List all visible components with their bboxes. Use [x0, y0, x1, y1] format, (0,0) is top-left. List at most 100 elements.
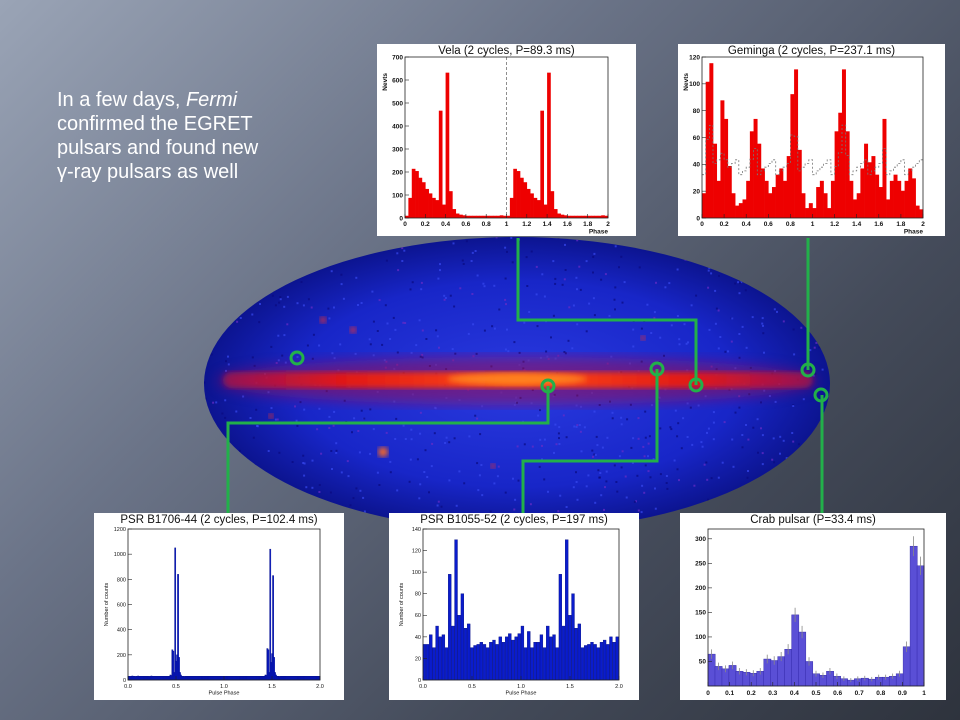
- plot-frame: [707, 528, 925, 687]
- sky-speckle: [471, 251, 474, 254]
- histogram-bar: [542, 647, 547, 681]
- y-tick-label: 0: [418, 678, 421, 684]
- sky-speckle: [514, 498, 517, 501]
- sky-speckle: [760, 427, 762, 430]
- sky-speckle: [302, 304, 305, 307]
- sky-speckle: [493, 327, 496, 330]
- y-tick-label: 150: [695, 610, 706, 617]
- sky-speckle: [504, 491, 507, 494]
- sky-speckle: [563, 278, 566, 281]
- sky-speckle: [426, 476, 429, 478]
- sky-speckle: [338, 247, 341, 250]
- sky-speckle: [804, 495, 807, 497]
- sky-speckle: [774, 242, 777, 245]
- sky-speckle: [583, 426, 586, 429]
- sky-speckle: [526, 285, 529, 287]
- x-axis-label: Phase: [589, 229, 609, 236]
- sky-speckle: [389, 471, 392, 474]
- sky-speckle: [256, 264, 258, 267]
- histogram-bar: [558, 574, 563, 681]
- sky-speckle: [668, 282, 671, 285]
- sky-speckle: [676, 435, 679, 438]
- histogram-bar: [845, 131, 850, 218]
- sky-speckle: [604, 273, 607, 276]
- sky-speckle: [328, 415, 331, 418]
- histogram-bar: [520, 625, 525, 681]
- histogram-bar: [798, 631, 807, 687]
- sky-speckle: [205, 318, 208, 321]
- histogram-bar: [900, 190, 905, 218]
- sky-speckle: [303, 462, 306, 465]
- sky-speckle: [558, 426, 561, 429]
- sky-speckle: [644, 436, 647, 439]
- histogram-bar: [495, 644, 499, 681]
- sky-speckle: [620, 466, 623, 469]
- histogram-bar: [897, 180, 902, 218]
- sky-speckle: [608, 314, 611, 317]
- sky-speckle: [493, 284, 496, 287]
- sky-speckle: [595, 459, 598, 462]
- sky-speckle: [576, 498, 579, 501]
- sky-speckle: [226, 276, 229, 279]
- histogram-bar: [492, 215, 497, 218]
- sky-speckle: [747, 278, 750, 281]
- bright-source: [320, 317, 326, 323]
- sky-speckle: [557, 237, 560, 239]
- sky-speckle: [235, 315, 238, 318]
- sky-speckle: [259, 241, 262, 244]
- sky-speckle: [418, 497, 421, 500]
- sky-speckle: [818, 261, 821, 264]
- sky-speckle: [354, 352, 357, 355]
- sky-speckle: [773, 252, 776, 255]
- histogram-bar: [816, 187, 821, 218]
- sky-speckle: [235, 463, 238, 466]
- y-tick-label: 40: [693, 162, 701, 169]
- histogram-bar: [530, 193, 534, 218]
- histogram-bar: [482, 215, 487, 218]
- histogram-bar: [479, 215, 484, 218]
- sky-speckle: [806, 441, 809, 444]
- histogram-bar: [909, 545, 918, 687]
- sky-speckle: [714, 289, 717, 292]
- sky-speckle: [278, 451, 281, 454]
- histogram-bar: [526, 188, 531, 218]
- chart-title: Vela (2 cycles, P=89.3 ms): [438, 45, 575, 57]
- sky-speckle: [351, 431, 353, 434]
- sky-speckle: [633, 500, 636, 503]
- chart-title: Geminga (2 cycles, P=237.1 ms): [727, 45, 896, 57]
- chart-title: PSR B1706-44 (2 cycles, P=102.4 ms): [120, 514, 318, 526]
- bright-source: [490, 463, 496, 469]
- sky-speckle: [298, 510, 301, 512]
- sky-speckle: [761, 317, 764, 320]
- sky-speckle: [708, 328, 711, 331]
- histogram-bar: [841, 69, 846, 218]
- sky-speckle: [518, 238, 520, 241]
- chart-title: Crab pulsar (P=33.4 ms): [750, 514, 876, 526]
- sky-speckle: [302, 454, 305, 457]
- y-axis-label: Number of counts: [104, 583, 110, 627]
- sky-speckle: [775, 489, 778, 491]
- sky-speckle: [562, 414, 565, 417]
- sky-speckle: [659, 473, 662, 476]
- histogram-bar: [489, 642, 493, 681]
- sky-speckle: [204, 483, 206, 486]
- histogram-bar: [408, 197, 413, 219]
- sky-speckle: [792, 440, 795, 443]
- sky-speckle: [634, 237, 637, 240]
- sky-speckle: [620, 416, 623, 419]
- sky-speckle: [283, 334, 286, 337]
- histogram-bar: [568, 615, 572, 681]
- sky-speckle: [686, 258, 688, 261]
- histogram-bar: [552, 634, 556, 681]
- bright-source: [350, 327, 356, 333]
- histogram-bar: [561, 625, 566, 681]
- x-tick-label: 1: [922, 690, 926, 697]
- x-tick-label: 0.3: [768, 690, 777, 697]
- sky-speckle: [478, 474, 481, 477]
- sky-speckle: [801, 257, 804, 260]
- sky-speckle: [691, 443, 694, 446]
- sky-speckle: [339, 343, 342, 346]
- sky-speckle: [357, 430, 360, 432]
- sky-speckle: [419, 432, 422, 435]
- histogram-bar: [902, 646, 911, 687]
